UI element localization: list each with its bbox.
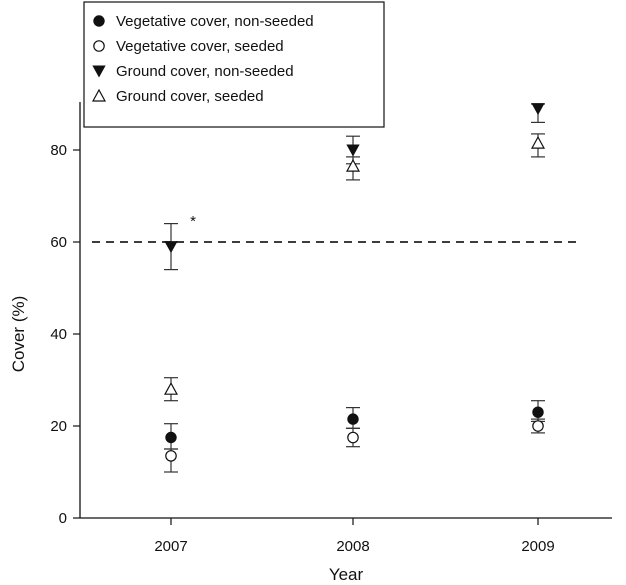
data-point [532,420,544,432]
y-tick-label: 80 [50,142,67,159]
data-point [165,450,177,462]
y-tick-label: 40 [50,326,67,343]
legend-marker [93,40,105,52]
legend-label: Vegetative cover, non-seeded [116,13,314,30]
x-tick-label: 2009 [521,538,554,555]
legend-label: Ground cover, non-seeded [116,63,294,80]
data-point [530,135,546,149]
axes: 0 20 40 60 80 2007 2008 2009 Year Cover (%) [9,102,612,584]
y-axis-title: Cover (%) [9,296,28,373]
y-tick-label: 20 [50,418,67,435]
data-point [164,241,178,254]
data-point [346,144,360,157]
significance-marker: * [190,213,196,230]
legend-label: Vegetative cover, seeded [116,38,284,55]
data-point [163,381,179,395]
x-axis-title: Year [329,565,364,584]
legend-marker [92,65,106,78]
x-tick-label: 2007 [154,538,187,555]
y-tick-label: 0 [59,510,67,527]
data-point [165,431,177,444]
annotations: * [190,213,196,230]
data-point [532,406,544,418]
data-point [345,158,361,172]
legend-marker [91,88,107,102]
data-marks [163,103,546,473]
data-point [347,413,359,425]
y-tick-label: 60 [50,234,67,251]
legend-box [83,1,385,128]
legend-marker [93,15,105,27]
x-tick-label: 2008 [336,538,369,555]
data-point [347,431,359,444]
legend: Vegetative cover, non-seeded Vegetative c… [83,1,385,128]
data-point [531,103,545,116]
legend-label: Ground cover, seeded [116,88,264,105]
